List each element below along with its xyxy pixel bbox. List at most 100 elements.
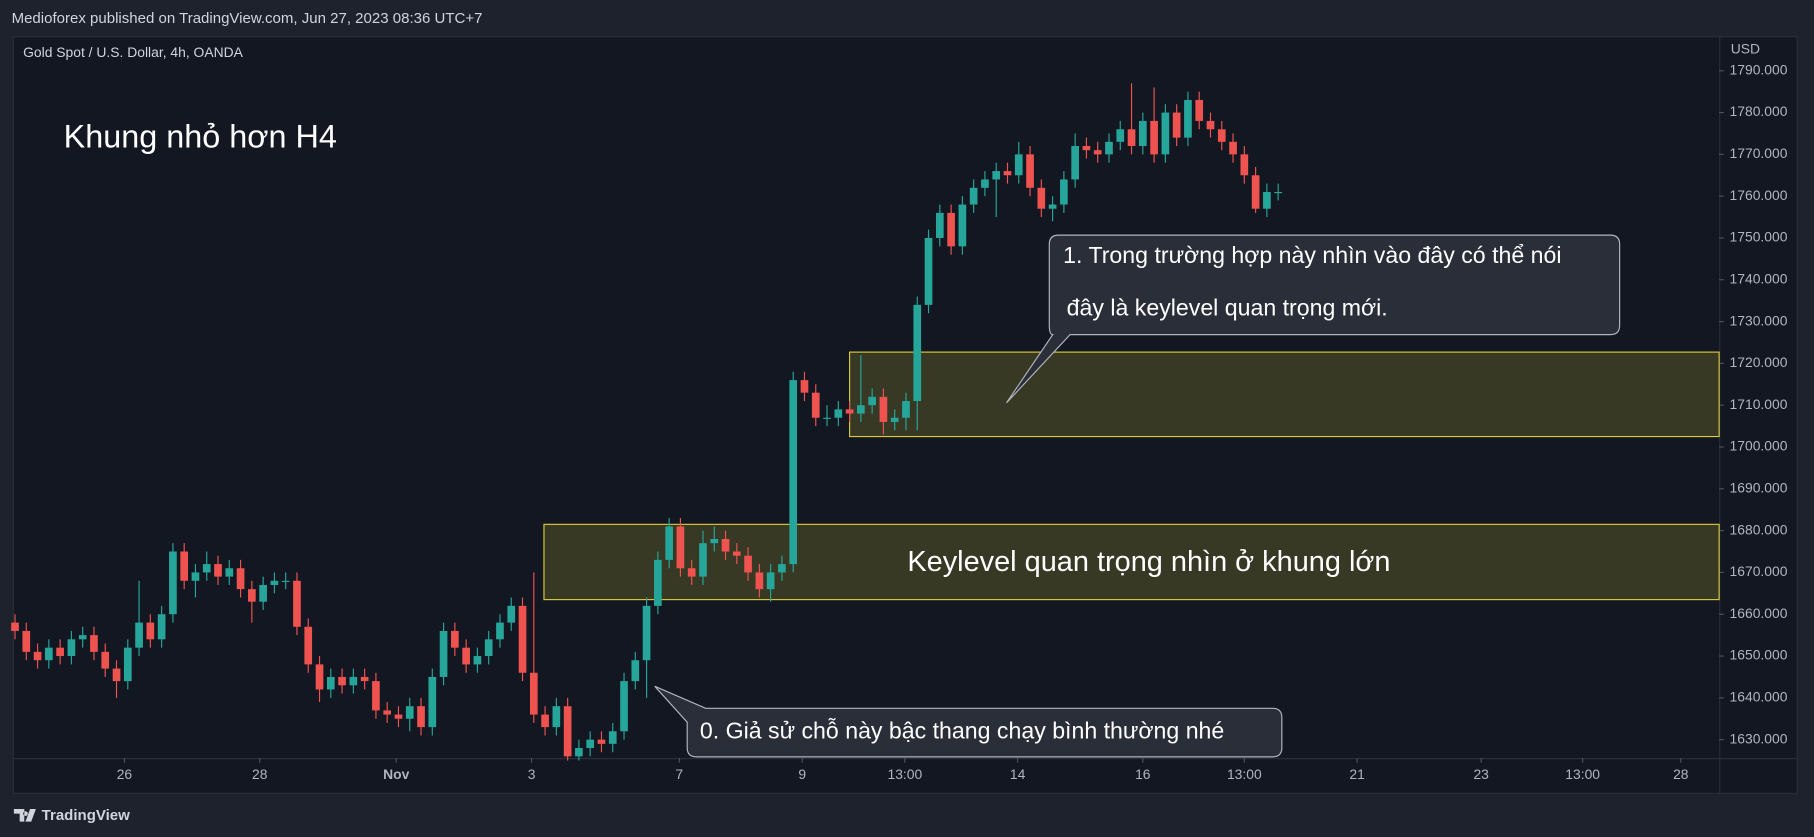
- candle-body: [902, 401, 910, 418]
- candle-body: [180, 551, 189, 581]
- candle-body: [123, 647, 132, 682]
- candle-body: [766, 572, 775, 590]
- candle-body: [417, 706, 425, 728]
- symbol: Gold Spot / U.S. Dollar, 4h, OANDA: [23, 44, 244, 60]
- candle-body: [1184, 100, 1192, 138]
- candle-body: [811, 392, 820, 418]
- candle-body: [755, 572, 764, 590]
- candle-body: [586, 739, 595, 749]
- candle-body: [947, 212, 955, 247]
- callout-text: 1. Trong trường hợp này nhìn vào đây có …: [1063, 242, 1561, 268]
- candle-body: [969, 187, 978, 205]
- candle-body: [135, 622, 143, 648]
- candle-body: [654, 559, 662, 606]
- candle-body: [1240, 154, 1249, 176]
- candle-body: [744, 555, 752, 573]
- candle-body: [1026, 154, 1034, 188]
- logo-mark: [13, 808, 36, 822]
- candle-body: [1048, 204, 1057, 209]
- candle-body: [1138, 120, 1147, 147]
- candle-body: [473, 656, 482, 665]
- candle-body: [428, 676, 437, 728]
- candle-body: [529, 672, 538, 715]
- candle-body: [372, 681, 380, 711]
- callout-box: [1006, 234, 1621, 404]
- callout-text: đây là keylevel quan trọng mới.: [1067, 294, 1388, 320]
- candle-body: [1195, 100, 1204, 121]
- candle-body: [1105, 141, 1113, 155]
- candle-body: [11, 622, 19, 631]
- candle-body: [575, 748, 583, 757]
- key-level-zone: [543, 523, 1720, 601]
- candle-body: [1274, 191, 1282, 194]
- x-tick-label: 9: [798, 766, 806, 782]
- y-tick-label: 1760.000: [1730, 187, 1788, 203]
- candle-body: [462, 647, 470, 665]
- candle-body: [620, 681, 628, 732]
- candle-body: [732, 551, 741, 556]
- candle-body: [1116, 129, 1125, 142]
- candle-body: [225, 568, 234, 577]
- candle-body: [699, 543, 707, 577]
- y-tick-label: 1660.000: [1730, 605, 1788, 621]
- y-tick-label: 1630.000: [1730, 730, 1788, 746]
- candle-body: [1003, 171, 1012, 176]
- candle-body: [642, 605, 651, 661]
- x-tick-label: 28: [1673, 766, 1689, 782]
- candle-body: [405, 706, 414, 719]
- candle-body: [992, 171, 1001, 180]
- candle-body: [214, 564, 222, 577]
- candle-body: [823, 417, 831, 419]
- candle-body: [608, 731, 617, 744]
- candle-body: [326, 676, 335, 690]
- y-tick-label: 1710.000: [1730, 396, 1788, 412]
- y-tick-label: 1750.000: [1730, 229, 1788, 245]
- y-tick-label: 1720.000: [1730, 354, 1788, 370]
- candle-body: [676, 526, 685, 569]
- candle-body: [890, 417, 899, 422]
- candle-body: [101, 651, 110, 669]
- x-tick-label: Nov: [383, 766, 409, 782]
- candle-body: [202, 564, 211, 573]
- candle-body: [191, 572, 200, 581]
- callout-text: 0. Giả sử chỗ này bậc thang chạy bình th…: [700, 718, 1224, 744]
- candle-body: [1037, 187, 1046, 209]
- candle-body: [958, 204, 967, 247]
- candle-body: [270, 580, 279, 585]
- callout-box: [654, 685, 1283, 758]
- candle-body: [112, 668, 121, 682]
- candle-body: [563, 706, 572, 757]
- brand-logo: TradingView: [13, 807, 130, 824]
- x-tick-label: 13:00: [1565, 766, 1600, 782]
- candle-body: [338, 676, 346, 686]
- candle-body: [857, 405, 865, 414]
- candle-body: [778, 564, 786, 573]
- key-level-zones: Keylevel quan trọng nhìn ở khung lớn: [543, 351, 1720, 601]
- candle-body: [33, 651, 42, 661]
- candle-body: [1229, 141, 1237, 155]
- y-tick-label: 1690.000: [1730, 479, 1788, 495]
- candles: [11, 83, 1282, 761]
- candle-body: [1127, 129, 1136, 147]
- candle-body: [507, 605, 516, 623]
- candle-body: [394, 714, 403, 719]
- candle-body: [1071, 146, 1079, 180]
- y-tick-label: 1790.000: [1730, 61, 1788, 77]
- candle-body: [541, 714, 549, 728]
- candle-body: [383, 710, 392, 715]
- y-tick-label: 1650.000: [1730, 647, 1788, 663]
- candle-body: [45, 647, 53, 661]
- y-tick-label: 1730.000: [1730, 312, 1788, 328]
- y-tick-label: 1780.000: [1730, 103, 1788, 119]
- candle-body: [518, 605, 527, 673]
- x-tick-label: 23: [1473, 766, 1489, 782]
- candle-body: [789, 380, 798, 565]
- candle-body: [315, 664, 324, 690]
- candle-body: [913, 304, 922, 402]
- candle-body: [496, 622, 504, 640]
- x-tick-label: 13:00: [887, 766, 922, 782]
- x-tick-label: 21: [1349, 766, 1365, 782]
- candle-body: [90, 635, 98, 652]
- candle-body: [879, 396, 888, 422]
